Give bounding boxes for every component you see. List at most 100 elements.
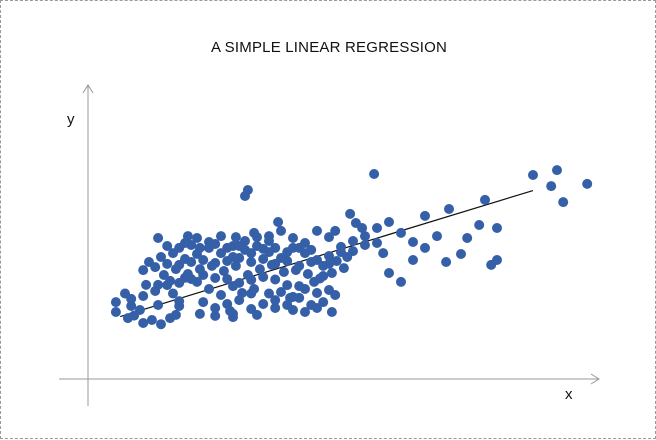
data-point (270, 303, 281, 313)
data-point (162, 280, 173, 291)
data-point (210, 239, 221, 249)
data-point (264, 231, 274, 242)
y-axis-arrow-icon (82, 84, 94, 94)
data-point (258, 272, 269, 282)
data-point (326, 268, 337, 278)
data-point (384, 217, 394, 227)
data-point (474, 220, 485, 230)
data-point (150, 262, 161, 273)
data-point (278, 267, 289, 277)
data-point (558, 197, 569, 208)
data-point (258, 254, 269, 264)
data-point (210, 303, 221, 313)
data-point (294, 260, 305, 271)
data-point (357, 223, 368, 233)
data-point (138, 265, 149, 276)
data-point (150, 286, 161, 296)
data-point (288, 305, 298, 315)
data-point (258, 243, 269, 254)
data-point (230, 232, 241, 243)
data-point (228, 308, 238, 319)
data-point (294, 281, 305, 292)
data-point (345, 208, 356, 219)
data-point (158, 270, 169, 280)
data-point (384, 268, 394, 278)
data-point (309, 276, 320, 287)
data-point (306, 244, 317, 255)
data-point (282, 247, 293, 258)
data-point (216, 290, 226, 300)
data-point (294, 292, 305, 303)
data-point (204, 284, 214, 294)
data-point (324, 232, 334, 243)
data-point (194, 308, 205, 319)
data-point (216, 231, 226, 242)
data-point (110, 297, 121, 308)
data-point (258, 299, 269, 309)
data-point (312, 225, 322, 236)
data-point (444, 204, 454, 214)
data-point (408, 237, 418, 247)
data-point (153, 300, 164, 310)
data-point (338, 263, 349, 274)
data-point (546, 181, 557, 192)
data-point (441, 257, 452, 267)
data-point (246, 248, 257, 259)
data-point (360, 231, 370, 242)
data-point (218, 266, 229, 276)
data-point (234, 253, 245, 263)
data-point (141, 279, 152, 290)
data-point (174, 242, 185, 253)
data-point (270, 242, 281, 253)
data-point (174, 259, 185, 270)
data-point (210, 273, 221, 283)
axes: y x (59, 84, 600, 406)
data-point (285, 292, 296, 303)
data-point (246, 288, 257, 299)
data-point (360, 240, 370, 250)
data-point (420, 242, 430, 253)
data-point (528, 170, 538, 180)
data-point (273, 217, 284, 227)
data-point (126, 293, 137, 304)
data-point (254, 264, 265, 275)
data-point (210, 310, 221, 321)
data-point (162, 241, 173, 251)
data-points (110, 165, 593, 330)
data-point (234, 277, 245, 288)
data-point (182, 231, 193, 242)
data-point (198, 297, 209, 308)
data-point (420, 210, 430, 221)
data-point (348, 246, 358, 257)
data-point (168, 288, 178, 299)
data-point (186, 274, 197, 284)
x-axis-label: x (565, 386, 573, 403)
data-point (582, 178, 593, 189)
data-point (312, 303, 322, 313)
data-point (210, 258, 221, 268)
data-point (302, 269, 313, 279)
data-point (138, 291, 149, 301)
data-point (246, 274, 257, 285)
data-point (156, 252, 166, 262)
data-point (552, 165, 562, 176)
data-point (270, 274, 281, 285)
data-point (138, 318, 149, 328)
data-point (276, 225, 286, 236)
data-point (480, 194, 490, 205)
data-point (324, 251, 334, 261)
data-point (156, 319, 166, 330)
data-point (194, 242, 205, 253)
data-point (122, 313, 133, 324)
data-point (234, 241, 245, 251)
data-point (126, 301, 137, 311)
data-point (222, 274, 233, 284)
data-point (288, 233, 298, 243)
data-point (146, 315, 157, 325)
data-point (222, 242, 233, 253)
data-point (282, 256, 293, 266)
data-point (264, 288, 274, 299)
data-point (326, 307, 337, 317)
data-point (230, 260, 241, 271)
